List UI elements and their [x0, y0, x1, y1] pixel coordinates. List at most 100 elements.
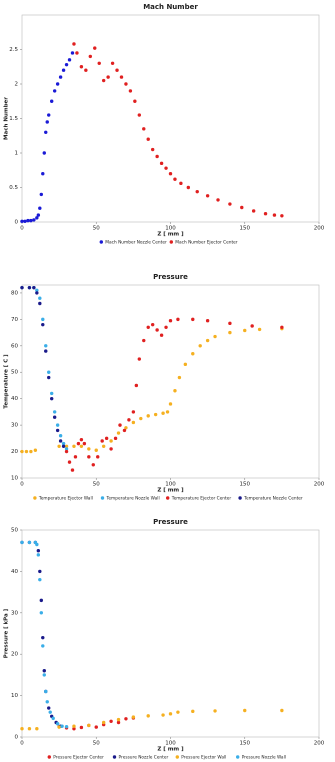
point [87, 447, 91, 451]
point [137, 113, 142, 117]
point [36, 213, 41, 217]
point [101, 78, 106, 83]
y-axis-label: Mach Number [4, 97, 10, 140]
point [67, 460, 72, 464]
legend-label: Temperature Nozzle Center [243, 496, 303, 502]
point [104, 436, 109, 441]
point [44, 349, 48, 353]
point [119, 75, 124, 79]
point [168, 712, 173, 716]
point [36, 549, 41, 553]
point [131, 420, 136, 425]
point [101, 720, 106, 725]
point [131, 410, 136, 414]
point [146, 137, 150, 141]
x-axis-label: Z [ mm ] [157, 488, 184, 494]
point [205, 194, 210, 198]
point [33, 448, 38, 452]
x-tick-label: 150 [240, 741, 251, 747]
chart-title: Pressure [153, 273, 188, 281]
legend-marker [100, 496, 105, 500]
point [79, 65, 84, 69]
point [45, 120, 49, 124]
point [58, 439, 63, 443]
point [176, 317, 180, 322]
y-tick-label: 60 [11, 343, 18, 349]
point [146, 325, 150, 330]
point [73, 455, 78, 459]
y-tick-label: 10 [11, 476, 18, 482]
y-tick-label: 20 [11, 449, 18, 455]
legend-marker [238, 496, 242, 500]
point [41, 172, 45, 176]
point [55, 423, 60, 427]
x-tick-label: 50 [93, 226, 100, 232]
point [39, 598, 44, 603]
point [44, 344, 48, 348]
point [61, 441, 66, 446]
point [124, 717, 128, 721]
x-tick-label: 150 [240, 482, 251, 488]
x-tick-label: 0 [20, 226, 24, 232]
legend-label: Pressure Nozzle Center [119, 755, 169, 761]
point [228, 330, 232, 335]
point [250, 324, 254, 328]
point [79, 437, 84, 442]
point [168, 318, 173, 323]
point [191, 352, 195, 356]
point [133, 99, 137, 103]
point [52, 415, 57, 419]
y-tick-label: 50 [11, 528, 18, 534]
point [88, 54, 93, 59]
point [72, 724, 76, 728]
legend-label: Pressure Ejector Wall [181, 755, 226, 761]
x-tick-label: 100 [165, 741, 176, 747]
point [41, 644, 45, 648]
point [70, 51, 75, 55]
point [27, 285, 32, 290]
point [243, 328, 247, 333]
point [76, 441, 81, 446]
point [173, 177, 177, 181]
point [38, 577, 42, 582]
point [240, 205, 244, 210]
point [150, 147, 155, 152]
legend-marker [33, 496, 37, 500]
point [186, 185, 191, 190]
point [124, 82, 128, 86]
point [94, 448, 98, 452]
legend-label: Temperature Ejector Center [171, 496, 232, 502]
point [137, 357, 142, 361]
y-tick-label: 0 [15, 220, 19, 226]
point [29, 449, 33, 454]
point [251, 209, 256, 213]
point [280, 214, 284, 218]
point [164, 325, 168, 330]
y-tick-label: 80 [11, 290, 18, 296]
point [52, 410, 57, 414]
point [50, 99, 54, 103]
point [79, 444, 84, 448]
point [20, 727, 24, 731]
point [131, 715, 136, 719]
y-tick-label: 0 [15, 735, 19, 741]
point [116, 717, 121, 722]
point [35, 291, 39, 295]
legend-label: Mach Number Nozzle Center [105, 240, 167, 246]
legend-marker [99, 240, 104, 244]
point [263, 212, 268, 216]
point [134, 383, 139, 388]
point [155, 328, 159, 332]
point [159, 161, 164, 166]
point [116, 431, 121, 435]
point [205, 318, 210, 323]
legend-label: Pressure Ejector Center [53, 755, 104, 761]
point [142, 338, 146, 343]
y-tick-label: 0.5 [9, 185, 18, 191]
point [44, 130, 48, 134]
point [35, 727, 39, 731]
point [191, 317, 195, 322]
point [23, 219, 27, 224]
point [84, 68, 88, 72]
